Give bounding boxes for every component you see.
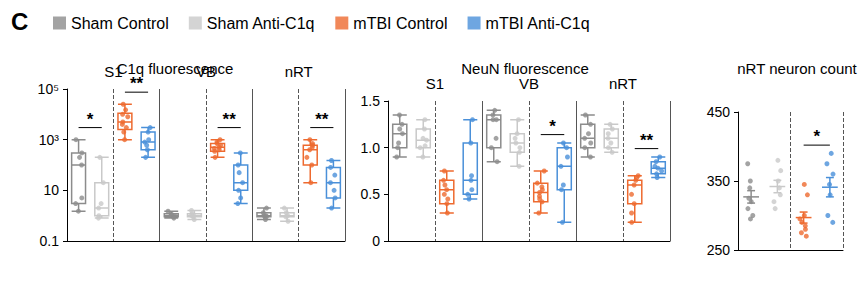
svg-text:10: 10 [43, 182, 59, 198]
svg-text:C: C [11, 8, 28, 35]
svg-text:**: ** [640, 131, 654, 150]
svg-text:S1: S1 [104, 63, 123, 80]
svg-text:10⁵: 10⁵ [38, 81, 59, 97]
svg-text:**: ** [223, 110, 237, 129]
svg-text:nRT: nRT [609, 75, 637, 92]
svg-text:350: 350 [707, 173, 731, 189]
svg-text:nRT neuron count: nRT neuron count [737, 60, 857, 77]
svg-text:0.5: 0.5 [361, 186, 381, 202]
svg-text:**: ** [315, 110, 329, 129]
svg-text:C1q fluorescence: C1q fluorescence [117, 60, 234, 77]
svg-text:250: 250 [707, 242, 731, 258]
svg-text:*: * [549, 117, 556, 136]
svg-text:0: 0 [372, 233, 380, 249]
svg-text:VB: VB [519, 75, 539, 92]
svg-text:450: 450 [707, 104, 731, 120]
svg-text:0.1: 0.1 [40, 233, 60, 249]
svg-text:*: * [87, 110, 94, 129]
svg-text:1.5: 1.5 [361, 93, 381, 109]
svg-text:mTBI Anti-C1q: mTBI Anti-C1q [486, 15, 590, 32]
svg-text:**: ** [130, 74, 144, 93]
svg-text:10³: 10³ [39, 132, 60, 148]
svg-text:Sham Control: Sham Control [71, 15, 169, 32]
svg-text:NeuN fluorescence: NeuN fluorescence [461, 60, 589, 77]
svg-text:S1: S1 [426, 75, 444, 92]
svg-text:mTBI Control: mTBI Control [353, 15, 447, 32]
svg-text:nRT: nRT [285, 63, 313, 80]
svg-text:Sham Anti-C1q: Sham Anti-C1q [207, 15, 315, 32]
svg-text:*: * [813, 127, 820, 146]
svg-text:1.0: 1.0 [361, 140, 381, 156]
